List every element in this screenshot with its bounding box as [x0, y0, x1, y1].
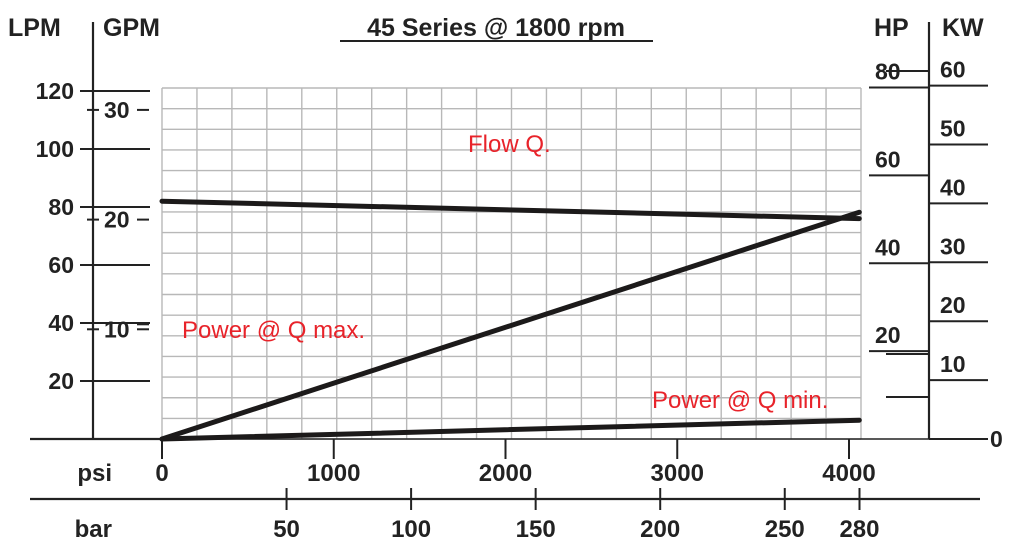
hp-tick-label: 80	[875, 59, 901, 85]
psi-tick-label: 1000	[307, 460, 360, 487]
axis-label-lpm: LPM	[8, 14, 61, 42]
bar-tick-label: 250	[765, 516, 805, 543]
hp-tick-label: 20	[875, 322, 901, 348]
lpm-tick-label: 40	[48, 310, 74, 336]
series-label: Power @ Q min.	[652, 387, 828, 414]
gpm-tick-label: 10	[104, 316, 130, 342]
lpm-tick-label: 60	[48, 252, 74, 278]
axis-label-bar: bar	[75, 516, 112, 543]
axis-label-kw: KW	[942, 14, 984, 42]
bar-tick-label: 150	[516, 516, 556, 543]
kw-tick-label: 50	[940, 116, 966, 142]
series-labels: Flow Q. Power @ Q max. Power @ Q min.	[182, 131, 828, 414]
data-curves	[159, 198, 862, 442]
kw-tick-label: 0	[990, 426, 1003, 452]
lpm-tick-label: 80	[48, 194, 74, 220]
kw-tick-label: 10	[940, 351, 966, 377]
series-label: Flow Q.	[468, 131, 551, 158]
lpm-tick-label: 100	[36, 136, 74, 162]
series-label: Power @ Q max.	[182, 317, 365, 344]
kw-tick-label: 30	[940, 233, 966, 259]
axis-label-gpm: GPM	[103, 14, 160, 42]
lpm-tick-label: 120	[36, 78, 74, 104]
curve-flow-q	[159, 198, 862, 222]
gpm-tick-label: 30	[104, 97, 130, 123]
bar-tick-label: 50	[273, 516, 300, 543]
axis-label-psi: psi	[77, 460, 112, 487]
kw-tick-label: 60	[940, 57, 966, 83]
chart-title: 45 Series @ 1800 rpm	[367, 14, 625, 42]
axis-label-hp: HP	[874, 14, 909, 42]
psi-tick-label: 3000	[651, 460, 704, 487]
psi-tick-label: 0	[155, 460, 168, 487]
lpm-tick-label: 20	[48, 368, 74, 394]
tick-labels: 1201008060402030201080604020605040302010…	[36, 57, 1003, 543]
hp-tick-label: 60	[875, 146, 901, 172]
tick-marks	[80, 70, 988, 510]
curve-power-q-min	[159, 417, 862, 442]
curve-power-q-max	[159, 209, 862, 442]
text-labels: 45 Series @ 1800 rpm LPM GPM HP KW psi b…	[8, 14, 984, 543]
bar-tick-label: 100	[391, 516, 431, 543]
bar-tick-label: 200	[640, 516, 680, 543]
psi-tick-label: 2000	[479, 460, 532, 487]
psi-tick-label: 4000	[822, 460, 875, 487]
hp-tick-label: 40	[875, 234, 901, 260]
kw-tick-label: 20	[940, 292, 966, 318]
bar-tick-label: 280	[839, 516, 879, 543]
gpm-tick-label: 20	[104, 207, 130, 233]
kw-tick-label: 40	[940, 174, 966, 200]
